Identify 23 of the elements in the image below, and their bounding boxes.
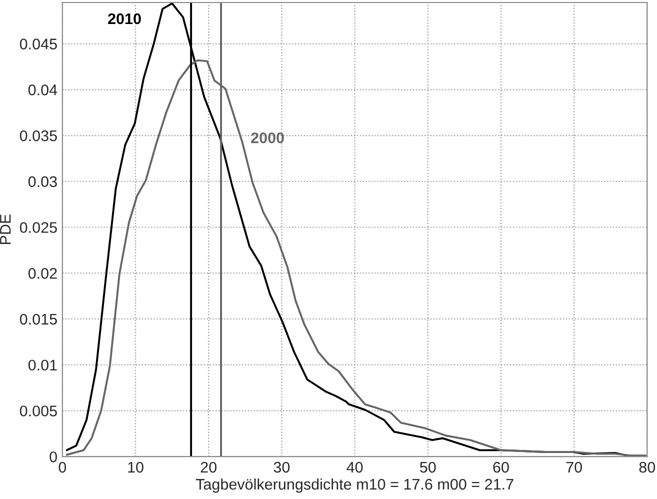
y-tick-label: 0.005 [20,406,57,416]
y-tick-label: 0.035 [20,130,57,142]
x-tick-label: 10 [128,462,144,473]
x-tick-label: 20 [200,462,216,473]
y-axis-title: PDE [0,214,11,244]
x-axis-title: Tagbevölkerungsdichte m10 = 17.6 m00 = 21.7 [196,478,514,493]
y-tick-label: 0.045 [20,38,57,50]
x-tick-label: 50 [420,462,436,473]
x-tick-label: 70 [566,462,582,473]
series-label: 2010 [108,13,141,24]
series-label: 2000 [251,132,284,144]
y-tick-label: 0.01 [28,360,57,371]
x-tick-label: 80 [639,462,656,473]
y-tick-label: 0.015 [20,314,57,325]
x-tick-label: 30 [274,462,290,473]
y-tick-label: 0.04 [28,84,58,96]
x-tick-label: 0 [58,462,66,473]
x-tick-label: 40 [346,462,363,473]
y-tick-label: 0.02 [28,268,57,279]
x-tick-label: 60 [493,462,509,473]
y-tick-label: 0.03 [28,176,57,188]
y-tick-label: 0.025 [20,222,57,233]
y-tick-label: 0 [50,451,57,462]
